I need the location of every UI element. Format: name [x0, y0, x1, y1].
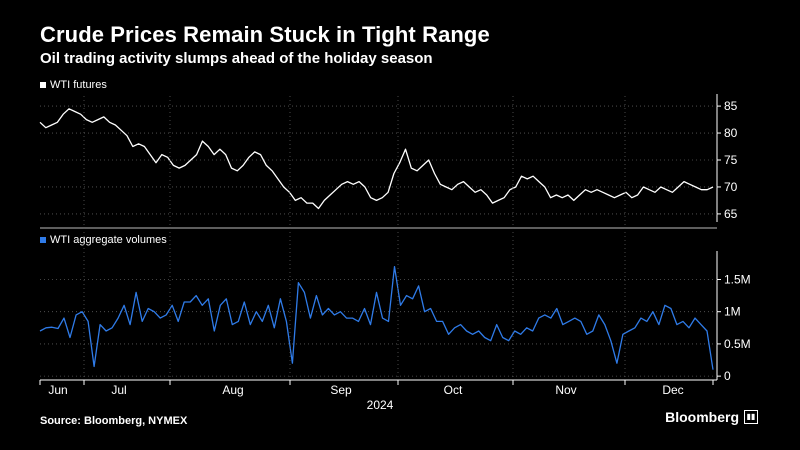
- legend-volumes: WTI aggregate volumes: [40, 234, 167, 246]
- y-tick-label-futures: 70: [724, 180, 738, 194]
- y-tick-label-futures: 65: [724, 207, 738, 221]
- x-tick-label: Dec: [662, 383, 683, 397]
- chart-subtitle: Oil trading activity slumps ahead of the…: [40, 50, 433, 67]
- bloomberg-logo-icon: ▮▮: [744, 410, 758, 424]
- source-note: Source: Bloomberg, NYMEX: [40, 415, 188, 427]
- legend-swatch-volumes: [40, 237, 46, 243]
- series-line-volumes: [39, 265, 714, 370]
- x-tick-label: Aug: [222, 383, 243, 397]
- y-tick-label-volumes: 1M: [724, 305, 741, 319]
- y-tick-label-futures: 80: [724, 126, 738, 140]
- legend-label-futures: WTI futures: [50, 79, 107, 91]
- y-tick-label-futures: 75: [724, 153, 738, 167]
- bloomberg-logo: Bloomberg ▮▮: [665, 409, 758, 425]
- y-tick-label-futures: 85: [724, 99, 738, 113]
- legend-label-volumes: WTI aggregate volumes: [50, 234, 167, 246]
- x-axis-year: 2024: [367, 398, 394, 412]
- legend-swatch-futures: [40, 82, 46, 88]
- y-tick-label-volumes: 0.5M: [724, 337, 751, 351]
- chart-title: Crude Prices Remain Stuck in Tight Range: [40, 22, 490, 47]
- legend-futures: WTI futures: [40, 79, 107, 91]
- x-tick-label: Oct: [444, 383, 463, 397]
- x-tick-label: Sep: [330, 383, 352, 397]
- y-tick-label-volumes: 1.5M: [724, 272, 751, 286]
- x-tick-label: Jun: [48, 383, 67, 397]
- x-tick-label: Nov: [555, 383, 576, 397]
- x-tick-label: Jul: [111, 383, 126, 397]
- y-tick-label-volumes: 0: [724, 369, 731, 383]
- brand-name: Bloomberg: [665, 409, 739, 425]
- series-line-futures: [39, 108, 714, 210]
